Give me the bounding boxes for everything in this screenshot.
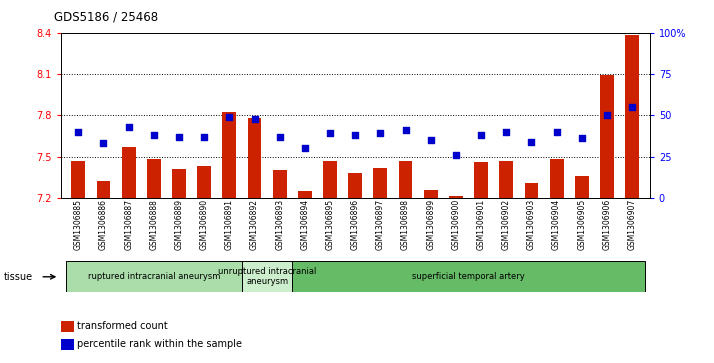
Bar xyxy=(197,166,211,198)
Point xyxy=(526,139,537,144)
Point xyxy=(501,129,512,135)
Bar xyxy=(449,196,463,198)
Text: GSM1306891: GSM1306891 xyxy=(225,199,234,250)
Point xyxy=(223,114,235,120)
Bar xyxy=(398,161,413,198)
Bar xyxy=(61,339,74,350)
Point xyxy=(576,135,588,141)
Point xyxy=(626,104,638,110)
Point xyxy=(451,152,462,158)
Text: GSM1306903: GSM1306903 xyxy=(527,199,536,250)
Text: GSM1306900: GSM1306900 xyxy=(451,199,461,250)
Bar xyxy=(223,113,236,198)
Point xyxy=(148,132,159,138)
Point xyxy=(73,129,84,135)
Text: GSM1306888: GSM1306888 xyxy=(149,199,159,250)
Text: ruptured intracranial aneurysm: ruptured intracranial aneurysm xyxy=(88,272,220,281)
Text: GSM1306886: GSM1306886 xyxy=(99,199,108,250)
Text: GSM1306895: GSM1306895 xyxy=(326,199,335,250)
Text: tissue: tissue xyxy=(4,272,33,282)
Text: GSM1306894: GSM1306894 xyxy=(301,199,309,250)
Bar xyxy=(525,183,538,198)
Text: GDS5186 / 25468: GDS5186 / 25468 xyxy=(54,11,158,24)
Text: GSM1306905: GSM1306905 xyxy=(578,199,586,250)
Bar xyxy=(248,118,261,198)
Bar xyxy=(96,182,111,198)
Bar xyxy=(147,159,161,198)
Text: GSM1306904: GSM1306904 xyxy=(552,199,561,250)
Point xyxy=(274,134,286,140)
Text: percentile rank within the sample: percentile rank within the sample xyxy=(77,339,242,350)
Text: transformed count: transformed count xyxy=(77,321,168,331)
Point xyxy=(299,145,311,151)
Bar xyxy=(550,159,563,198)
Text: GSM1306893: GSM1306893 xyxy=(275,199,284,250)
Text: GSM1306898: GSM1306898 xyxy=(401,199,410,250)
Point xyxy=(248,116,260,122)
Bar xyxy=(172,169,186,198)
Text: GSM1306896: GSM1306896 xyxy=(351,199,360,250)
Text: GSM1306902: GSM1306902 xyxy=(502,199,511,250)
Bar xyxy=(61,321,74,332)
Point xyxy=(551,129,563,135)
Bar xyxy=(575,176,589,198)
Text: GSM1306889: GSM1306889 xyxy=(174,199,183,250)
Text: GSM1306901: GSM1306901 xyxy=(476,199,486,250)
Bar xyxy=(71,161,85,198)
Point xyxy=(375,131,386,136)
Bar xyxy=(273,170,286,198)
Bar xyxy=(373,168,387,198)
Text: GSM1306885: GSM1306885 xyxy=(74,199,83,250)
Point xyxy=(174,134,185,140)
Bar xyxy=(348,173,362,198)
Text: unruptured intracranial
aneurysm: unruptured intracranial aneurysm xyxy=(218,267,316,286)
Bar xyxy=(292,261,645,292)
Point xyxy=(98,140,109,146)
Bar xyxy=(242,261,292,292)
Text: GSM1306892: GSM1306892 xyxy=(250,199,259,250)
Point xyxy=(324,131,336,136)
Bar xyxy=(323,161,337,198)
Bar xyxy=(474,162,488,198)
Point xyxy=(198,134,210,140)
Bar xyxy=(66,261,242,292)
Point xyxy=(123,124,134,130)
Bar xyxy=(121,147,136,198)
Text: GSM1306899: GSM1306899 xyxy=(426,199,436,250)
Text: GSM1306887: GSM1306887 xyxy=(124,199,133,250)
Bar xyxy=(625,36,639,198)
Bar xyxy=(424,189,438,198)
Bar xyxy=(298,191,312,198)
Point xyxy=(425,137,436,143)
Bar xyxy=(600,76,614,198)
Point xyxy=(601,113,613,118)
Text: GSM1306897: GSM1306897 xyxy=(376,199,385,250)
Point xyxy=(400,127,411,133)
Text: GSM1306906: GSM1306906 xyxy=(603,199,611,250)
Point xyxy=(349,132,361,138)
Text: GSM1306890: GSM1306890 xyxy=(200,199,208,250)
Text: GSM1306907: GSM1306907 xyxy=(628,199,637,250)
Point xyxy=(476,132,487,138)
Text: superficial temporal artery: superficial temporal artery xyxy=(412,272,525,281)
Bar xyxy=(499,161,513,198)
